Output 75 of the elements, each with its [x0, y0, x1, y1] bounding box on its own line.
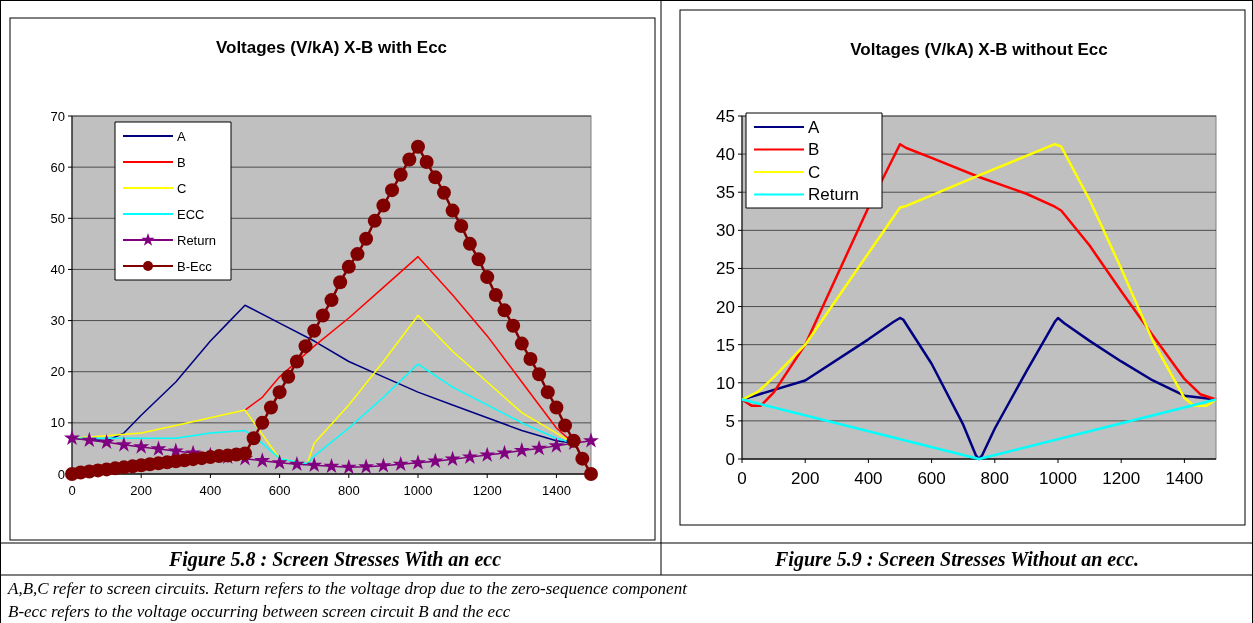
point — [81, 431, 98, 448]
point — [583, 432, 599, 448]
y-tick-label: 35 — [716, 183, 735, 203]
x-tick-label: 1200 — [472, 483, 502, 498]
y-tick-label: 30 — [716, 221, 735, 241]
caption: Figure 5.8 : Screen Stresses With an ecc — [167, 548, 502, 571]
point — [133, 438, 150, 454]
y-tick-label: 25 — [716, 259, 735, 279]
x-tick-label: 0 — [68, 483, 76, 498]
point — [496, 444, 513, 460]
y-tick-label: 20 — [50, 364, 65, 380]
y-tick-label: 70 — [50, 108, 65, 124]
text: A,B,C refer to screen circuits. Return refers to the voltage drop due to the zero-sequence component — [7, 579, 689, 598]
y-tick-label: 60 — [50, 159, 65, 175]
y-tick-label: 20 — [716, 297, 735, 317]
point — [340, 458, 357, 475]
x-tick-label: 1400 — [541, 483, 571, 498]
legend-label: A — [177, 128, 186, 144]
x-tick-label: 600 — [268, 483, 291, 498]
point — [150, 440, 167, 456]
point — [461, 448, 478, 464]
line-series — [740, 142, 1218, 407]
point — [392, 455, 409, 472]
x-tick-label: 1000 — [1039, 469, 1077, 488]
caption: Figure 5.9 : Screen Stresses Without an ecc. — [774, 548, 1139, 571]
legend-label: A — [808, 117, 820, 137]
y-tick-label: 50 — [50, 210, 65, 226]
point — [531, 440, 548, 456]
y-tick-label: 15 — [716, 335, 735, 355]
x-tick-label: 400 — [854, 469, 883, 488]
x-tick-label: 0 — [737, 469, 747, 488]
point — [548, 437, 565, 453]
point — [271, 454, 288, 470]
point — [306, 456, 323, 473]
point — [513, 442, 530, 458]
x-tick-label: 600 — [917, 469, 946, 488]
legend-label: C — [808, 162, 821, 182]
point — [98, 433, 115, 450]
y-tick-label: 10 — [50, 415, 65, 431]
point — [323, 457, 340, 474]
x-tick-label: 400 — [199, 483, 222, 498]
point — [427, 452, 444, 469]
x-tick-label: 200 — [791, 469, 820, 488]
x-tick-label: 800 — [980, 469, 1009, 488]
legend-label: ECC — [177, 206, 205, 222]
legend-label: C — [177, 180, 187, 196]
point — [444, 450, 461, 466]
x-tick-label: 1400 — [1165, 469, 1204, 488]
y-tick-label: 40 — [716, 145, 735, 165]
point — [479, 446, 496, 462]
point — [410, 454, 426, 470]
legend-label: B — [808, 140, 820, 160]
legend-label: B-Ecc — [177, 258, 213, 274]
x-tick-label: 1000 — [403, 483, 433, 498]
x-tick-label: 800 — [337, 483, 360, 498]
point — [115, 436, 132, 452]
x-tick-label: 200 — [130, 483, 153, 498]
legend-label: Return — [808, 185, 860, 205]
x-tick-label: 1200 — [1102, 469, 1141, 488]
legend-label: B — [177, 154, 186, 170]
point — [358, 458, 375, 474]
chart-title: Voltages (V/kA) X-B without Ecc — [850, 40, 1108, 59]
point — [254, 452, 271, 468]
y-tick-label: 0 — [725, 449, 735, 469]
chart-title: Voltages (V/kA) X-B with Ecc — [215, 38, 448, 57]
legend-label: Return — [177, 232, 217, 248]
text: B-ecc refers to the voltage occurring between screen circuit B and the ecc — [8, 602, 511, 621]
y-tick-label: 10 — [716, 373, 735, 393]
point — [375, 457, 392, 473]
point — [288, 455, 305, 472]
y-tick-label: 45 — [716, 106, 735, 126]
y-tick-label: 40 — [50, 261, 65, 277]
y-tick-label: 5 — [725, 411, 735, 431]
point — [64, 429, 80, 445]
y-tick-label: 30 — [50, 313, 65, 329]
